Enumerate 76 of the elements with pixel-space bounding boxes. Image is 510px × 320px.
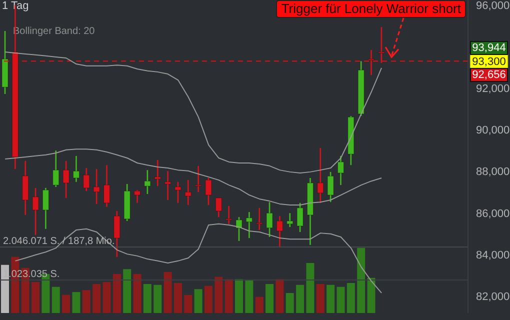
bar <box>123 269 132 313</box>
bar <box>102 282 111 313</box>
bar <box>112 274 121 313</box>
bar <box>32 282 40 313</box>
bar <box>184 294 192 313</box>
bar <box>245 280 254 313</box>
candlestick <box>226 205 232 225</box>
bar <box>82 290 90 313</box>
bar <box>235 279 243 313</box>
y-tick-label: 92,000 <box>476 83 510 96</box>
bar <box>296 284 304 313</box>
candlestick <box>83 167 90 192</box>
ref-line-label: 93,300 <box>472 56 506 68</box>
y-tick-label: 82,000 <box>476 290 510 303</box>
candlestick <box>246 211 252 239</box>
candlestick <box>317 147 324 204</box>
bar <box>62 294 70 313</box>
candlestick <box>144 169 151 195</box>
bar <box>255 296 264 313</box>
candlestick <box>296 202 304 233</box>
candlestick <box>114 210 120 258</box>
bar <box>326 284 335 313</box>
y-tick-label: 84,000 <box>476 249 510 262</box>
bar <box>154 284 162 313</box>
candlestick <box>236 216 242 242</box>
y-tick-label: 90,000 <box>476 124 510 137</box>
candlestick <box>256 207 263 231</box>
candlestick <box>195 165 202 193</box>
bar <box>174 283 182 313</box>
y-tick-label: 86,000 <box>476 208 510 220</box>
bar <box>72 292 80 313</box>
line-series <box>4 51 382 174</box>
candlestick <box>32 187 39 236</box>
candlestick <box>266 201 273 238</box>
bar <box>357 248 366 313</box>
bar <box>214 276 223 313</box>
candlestick <box>205 177 212 206</box>
candlestick <box>215 197 222 218</box>
annotation: Trigger für Lonely Warrior short <box>276 0 466 18</box>
candlestick <box>52 150 60 188</box>
candlestick <box>154 159 161 187</box>
bar <box>92 284 101 313</box>
bar <box>133 274 142 313</box>
candlestick <box>184 179 192 206</box>
annotation: 93,944 <box>470 40 508 55</box>
candlestick <box>327 171 334 203</box>
bar <box>52 286 60 313</box>
candlestick <box>286 212 294 228</box>
bar <box>367 278 376 313</box>
bar <box>143 284 152 313</box>
bar <box>164 272 172 313</box>
candlestick <box>164 170 172 201</box>
candlestick <box>276 215 283 248</box>
candlestick <box>103 164 110 208</box>
bar <box>286 293 294 313</box>
bar <box>266 284 274 313</box>
bar <box>224 279 233 313</box>
candlestick <box>62 160 70 199</box>
bar <box>204 286 212 313</box>
candlestick <box>72 155 80 183</box>
y-tick-label: 88,000 <box>476 166 510 178</box>
candlestick <box>42 187 49 230</box>
bar <box>316 284 324 313</box>
bar <box>194 289 202 313</box>
candlestick <box>134 189 141 204</box>
line-series <box>4 148 382 206</box>
candlestick <box>174 181 182 204</box>
annotation: 92,656 <box>470 68 508 82</box>
bar <box>346 283 355 313</box>
bar <box>336 286 345 313</box>
candlestick <box>337 155 344 186</box>
bar <box>306 263 314 313</box>
bar <box>276 279 284 313</box>
annotation: 1 Tag <box>2 0 29 12</box>
y-tick-label: 96,000 <box>476 0 510 12</box>
candlestick <box>93 168 100 205</box>
